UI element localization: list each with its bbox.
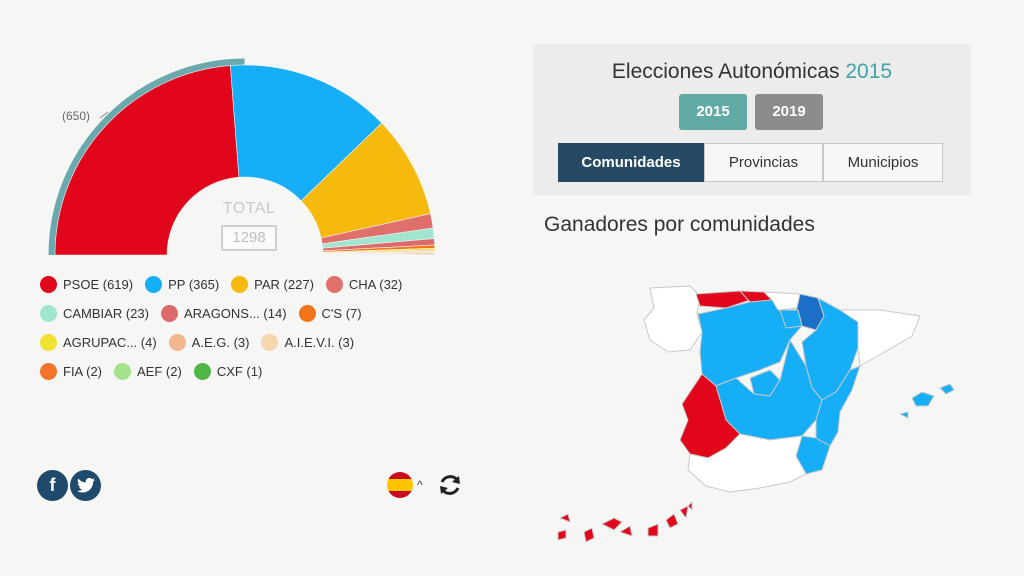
- social-share: f: [37, 470, 101, 501]
- legend-dot: [145, 276, 163, 293]
- majority-label: (650): [62, 109, 91, 123]
- twitter-icon[interactable]: [70, 470, 101, 501]
- legend-item-agrupac[interactable]: AGRUPAC... (4): [40, 334, 157, 351]
- spain-flag-icon: [387, 472, 413, 498]
- legend-dot: [325, 276, 343, 293]
- total-value: 1298: [221, 225, 277, 251]
- legend-item-cha[interactable]: CHA (32): [325, 276, 402, 293]
- region-canarias[interactable]: [557, 501, 693, 543]
- region-castilla-leon[interactable]: [697, 299, 803, 387]
- seat-slice-psoe[interactable]: [54, 65, 240, 256]
- region-galicia[interactable]: [643, 285, 703, 353]
- legend-dot: [114, 363, 132, 380]
- tab-provincias[interactable]: Provincias: [704, 143, 823, 182]
- language-selector[interactable]: ^: [387, 472, 423, 498]
- legend-dot: [298, 305, 316, 322]
- legend-dot: [40, 276, 57, 293]
- seat-slice-pp[interactable]: [230, 64, 383, 202]
- refresh-icon[interactable]: [437, 472, 463, 498]
- year-2019-button[interactable]: 2019: [755, 94, 823, 130]
- region-andalucia[interactable]: [687, 433, 807, 493]
- panel-title: Elecciones Autonómicas 2015: [611, 60, 893, 83]
- legend-dot: [231, 276, 249, 293]
- legend-dot: [168, 334, 186, 351]
- tab-municipios[interactable]: Municipios: [823, 143, 943, 182]
- legend-dot: [193, 363, 211, 380]
- legend-item-aeg[interactable]: A.E.G. (3): [168, 334, 249, 351]
- majority-track: [48, 58, 245, 256]
- party-legend: PSOE (619) PP (365) PAR (227) CHA (32) C…: [40, 270, 430, 386]
- majority-leader-line: [99, 111, 109, 119]
- region-asturias[interactable]: [695, 290, 751, 309]
- legend-item-fia[interactable]: FIA (2): [40, 363, 102, 380]
- region-la-rioja[interactable]: [779, 309, 803, 329]
- legend-dot: [261, 334, 279, 351]
- legend-item-cxf[interactable]: CXF (1): [193, 363, 262, 380]
- level-tabs: Comunidades Provincias Municipios: [558, 143, 943, 182]
- legend-item-aragons[interactable]: ARAGONS... (14): [160, 305, 287, 322]
- region-pais-vasco[interactable]: [763, 291, 801, 311]
- legend-item-aievi[interactable]: A.I.E.V.I. (3): [261, 334, 354, 351]
- legend-dot: [160, 305, 178, 322]
- legend-dot: [40, 305, 57, 322]
- legend-item-cs[interactable]: C'S (7): [298, 305, 362, 322]
- legend-item-aef[interactable]: AEF (2): [114, 363, 182, 380]
- twitter-bird-icon: [76, 478, 95, 493]
- legend-item-par[interactable]: PAR (227): [231, 276, 314, 293]
- year-2015-button[interactable]: 2015: [679, 94, 747, 130]
- map-title: Ganadores por comunidades: [544, 213, 815, 236]
- total-label: TOTAL: [222, 200, 276, 217]
- spain-map: [557, 285, 955, 543]
- region-valencia[interactable]: [815, 365, 861, 447]
- tab-comunidades[interactable]: Comunidades: [558, 143, 704, 182]
- facebook-icon[interactable]: f: [37, 470, 68, 501]
- chevron-up-icon: ^: [417, 478, 423, 492]
- region-baleares[interactable]: [899, 383, 955, 419]
- legend-item-cambiar[interactable]: CAMBIAR (23): [40, 305, 149, 322]
- seats-hemicycle-chart: [48, 58, 436, 256]
- legend-dot: [40, 363, 57, 380]
- legend-item-psoe[interactable]: PSOE (619): [40, 276, 133, 293]
- election-selector-panel: Elecciones Autonómicas 2015 2015 2019 Co…: [533, 44, 971, 195]
- legend-dot: [40, 334, 57, 351]
- legend-item-pp[interactable]: PP (365): [145, 276, 219, 293]
- region-cataluna[interactable]: [839, 309, 921, 367]
